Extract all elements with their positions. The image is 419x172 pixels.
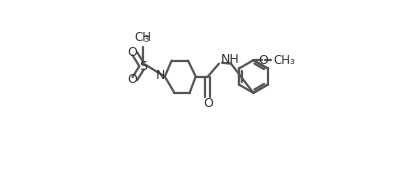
Text: CH₃: CH₃: [273, 54, 295, 67]
Text: NH: NH: [220, 53, 239, 66]
Text: O: O: [127, 46, 137, 59]
Text: O: O: [259, 54, 268, 67]
Text: N: N: [156, 69, 165, 82]
Text: O: O: [127, 73, 137, 87]
Text: S: S: [139, 60, 147, 73]
Text: O: O: [203, 97, 213, 110]
Text: CH: CH: [135, 31, 152, 44]
Text: 3: 3: [144, 35, 149, 44]
